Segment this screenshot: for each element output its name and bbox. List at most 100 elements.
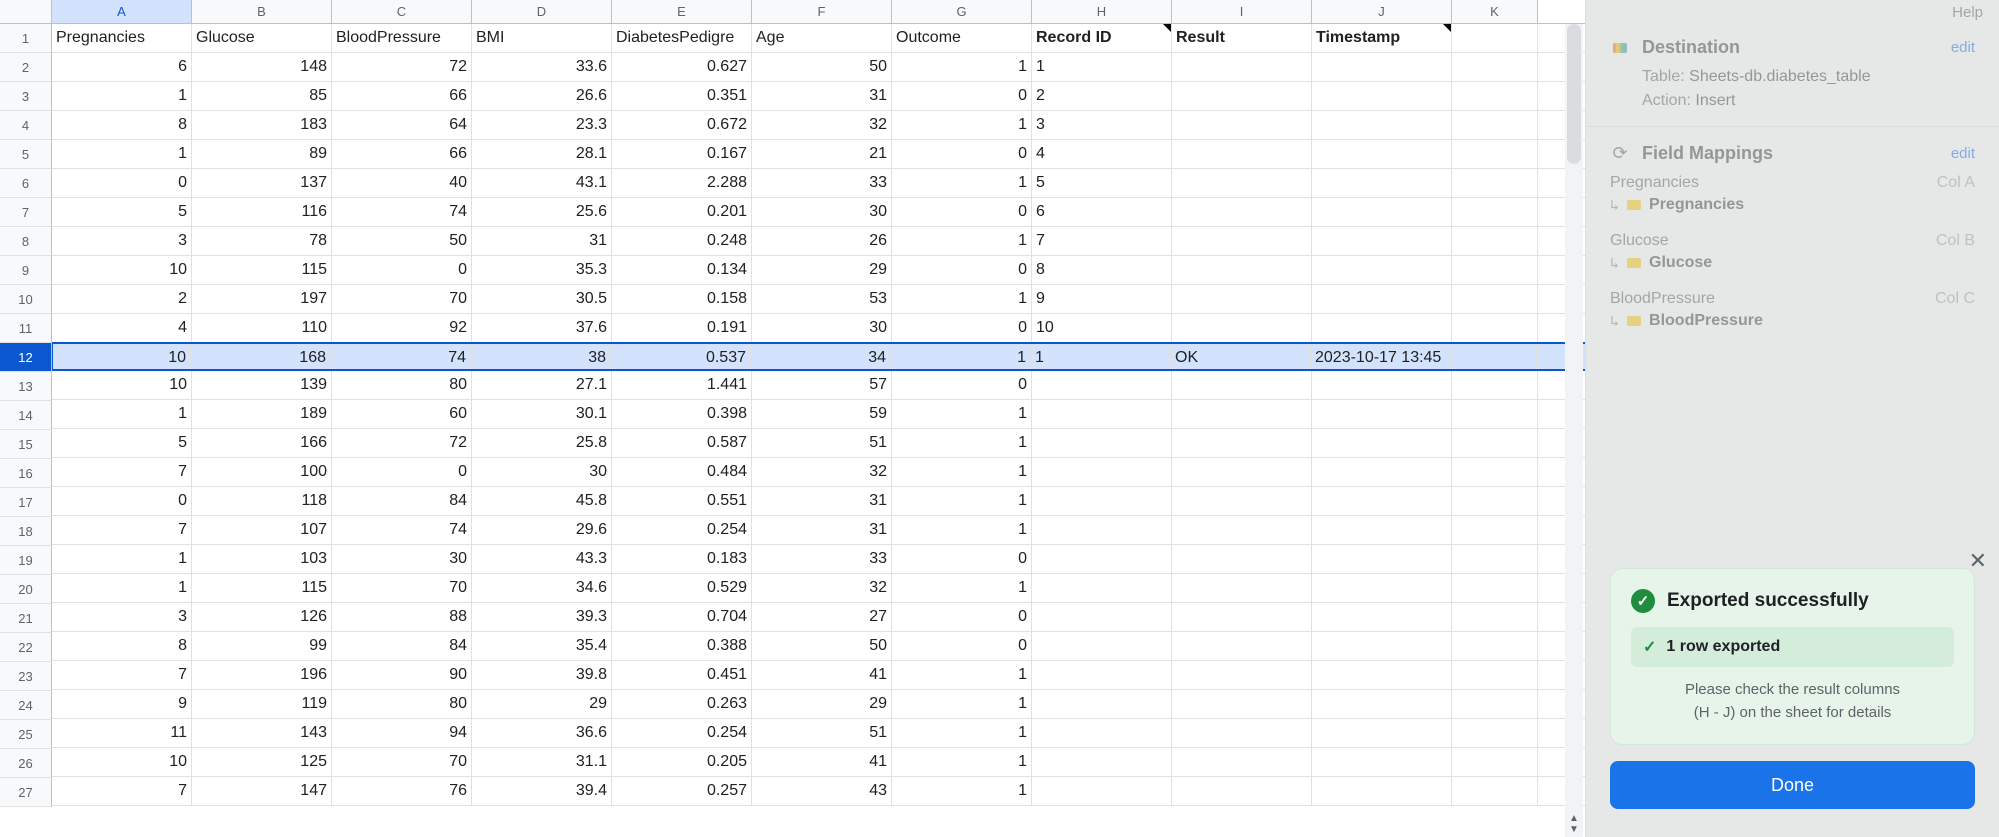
cell[interactable] xyxy=(1452,314,1538,342)
cell[interactable]: 84 xyxy=(332,632,472,660)
cell[interactable]: 1 xyxy=(892,719,1032,747)
cell[interactable]: 26.6 xyxy=(472,82,612,110)
cell[interactable]: 0.398 xyxy=(612,400,752,428)
cell[interactable] xyxy=(1032,429,1172,457)
cell[interactable]: 2 xyxy=(1032,82,1172,110)
cell[interactable]: 33 xyxy=(752,169,892,197)
cell[interactable]: 43.3 xyxy=(472,545,612,573)
cell[interactable] xyxy=(1312,690,1452,718)
cell[interactable]: 0.158 xyxy=(612,285,752,313)
cell[interactable]: 125 xyxy=(192,748,332,776)
cell[interactable]: 59 xyxy=(752,400,892,428)
cell[interactable]: 0 xyxy=(892,371,1032,399)
cell[interactable]: 137 xyxy=(192,169,332,197)
cell[interactable]: 9 xyxy=(1032,285,1172,313)
cell[interactable]: 39.4 xyxy=(472,777,612,805)
cell[interactable] xyxy=(1172,111,1312,139)
cell[interactable]: 0 xyxy=(332,458,472,486)
cell[interactable] xyxy=(1452,53,1538,81)
grid-body[interactable]: PregnanciesGlucoseBloodPressureBMIDiabet… xyxy=(52,24,1585,806)
cell[interactable]: 74 xyxy=(332,198,472,226)
cell[interactable] xyxy=(1312,198,1452,226)
cell[interactable]: 0.388 xyxy=(612,632,752,660)
cell[interactable]: 21 xyxy=(752,140,892,168)
cell[interactable]: 6 xyxy=(1032,198,1172,226)
cell[interactable]: 5 xyxy=(52,429,192,457)
cell[interactable]: 3 xyxy=(52,603,192,631)
cell[interactable]: 72 xyxy=(332,429,472,457)
cell[interactable] xyxy=(1312,661,1452,689)
cell[interactable]: 35.4 xyxy=(472,632,612,660)
cell[interactable]: 1 xyxy=(892,169,1032,197)
cell[interactable]: 197 xyxy=(192,285,332,313)
cell[interactable]: 8 xyxy=(52,111,192,139)
cell[interactable]: 32 xyxy=(752,458,892,486)
cell[interactable]: 139 xyxy=(192,371,332,399)
cell[interactable]: 29.6 xyxy=(472,516,612,544)
cell[interactable] xyxy=(1452,458,1538,486)
cell[interactable]: 166 xyxy=(192,429,332,457)
cell[interactable]: 119 xyxy=(192,690,332,718)
column-header[interactable]: K xyxy=(1452,0,1538,23)
row-header[interactable]: 11 xyxy=(0,314,52,343)
cell[interactable]: 0.551 xyxy=(612,487,752,515)
cell[interactable] xyxy=(1172,314,1312,342)
cell[interactable]: 76 xyxy=(332,777,472,805)
cell[interactable]: 0.254 xyxy=(612,719,752,747)
cell[interactable]: 115 xyxy=(192,256,332,284)
cell[interactable] xyxy=(1312,227,1452,255)
row-header[interactable]: 21 xyxy=(0,604,52,633)
cell[interactable]: 1 xyxy=(52,545,192,573)
cell[interactable] xyxy=(1032,458,1172,486)
cell[interactable] xyxy=(1172,429,1312,457)
cell[interactable] xyxy=(1312,400,1452,428)
row-header[interactable]: 26 xyxy=(0,749,52,778)
cell[interactable] xyxy=(1312,487,1452,515)
row-header[interactable]: 13 xyxy=(0,372,52,401)
cell[interactable] xyxy=(1452,574,1538,602)
cell[interactable] xyxy=(1172,458,1312,486)
row-header[interactable]: 16 xyxy=(0,459,52,488)
column-header[interactable]: I xyxy=(1172,0,1312,23)
cell[interactable]: 35.3 xyxy=(472,256,612,284)
cell[interactable]: 31 xyxy=(752,82,892,110)
cell[interactable]: 1 xyxy=(892,487,1032,515)
cell[interactable] xyxy=(1452,429,1538,457)
cell[interactable]: 37.6 xyxy=(472,314,612,342)
cell[interactable] xyxy=(1172,574,1312,602)
cell[interactable] xyxy=(1452,256,1538,284)
scrollbar-arrows[interactable]: ▲▼ xyxy=(1565,813,1583,835)
cell[interactable]: 0 xyxy=(892,82,1032,110)
cell[interactable] xyxy=(1312,429,1452,457)
row-header[interactable]: 17 xyxy=(0,488,52,517)
row-header[interactable]: 3 xyxy=(0,82,52,111)
cell[interactable] xyxy=(1172,198,1312,226)
cell[interactable]: 25.6 xyxy=(472,198,612,226)
cell[interactable]: 0 xyxy=(892,256,1032,284)
cell[interactable]: 28.1 xyxy=(472,140,612,168)
cell[interactable] xyxy=(1172,82,1312,110)
cell[interactable]: 1 xyxy=(892,285,1032,313)
cell[interactable]: 53 xyxy=(752,285,892,313)
row-header[interactable]: 9 xyxy=(0,256,52,285)
cell[interactable]: 50 xyxy=(752,53,892,81)
cell[interactable]: 80 xyxy=(332,371,472,399)
cell[interactable]: 1 xyxy=(892,53,1032,81)
cell[interactable] xyxy=(1172,748,1312,776)
cell[interactable]: 10 xyxy=(1032,314,1172,342)
cell[interactable] xyxy=(1452,748,1538,776)
cell[interactable]: 34 xyxy=(751,344,891,369)
cell[interactable]: Age xyxy=(752,24,892,52)
cell[interactable]: 7 xyxy=(1032,227,1172,255)
cell[interactable] xyxy=(1452,516,1538,544)
scrollbar-thumb[interactable] xyxy=(1567,24,1581,164)
cell[interactable]: Timestamp xyxy=(1312,24,1452,52)
cell[interactable] xyxy=(1172,285,1312,313)
cell[interactable]: 0.484 xyxy=(612,458,752,486)
cell[interactable] xyxy=(1172,777,1312,805)
cell[interactable] xyxy=(1172,719,1312,747)
cell[interactable]: 45.8 xyxy=(472,487,612,515)
cell[interactable]: 60 xyxy=(332,400,472,428)
cell[interactable] xyxy=(1032,516,1172,544)
help-link[interactable]: Help xyxy=(1586,0,1999,21)
